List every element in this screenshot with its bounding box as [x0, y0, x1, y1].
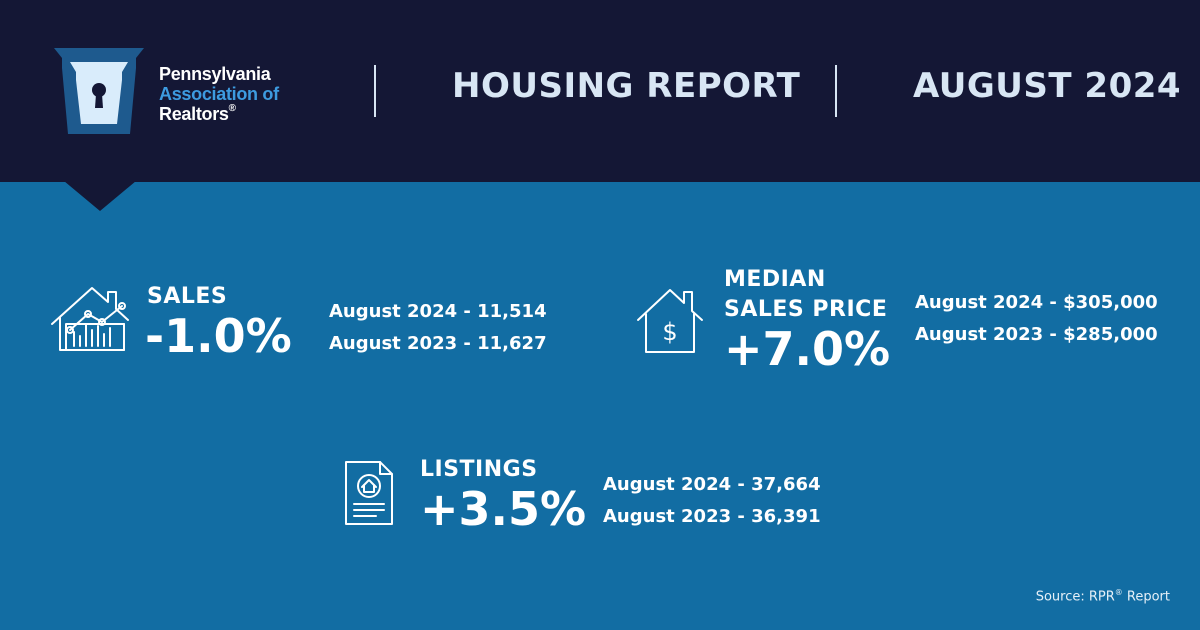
- house-chart-icon: [51, 287, 129, 351]
- house-dollar-icon: $: [637, 289, 703, 353]
- header-pointer: [64, 181, 136, 211]
- logo-line-2: Association of: [159, 84, 279, 104]
- sales-label: SALES: [147, 284, 228, 309]
- median-price-change: +7.0%: [724, 322, 891, 376]
- logo-wordmark: Pennsylvania Association of Realtors®: [159, 64, 279, 124]
- svg-text:$: $: [662, 318, 677, 346]
- sales-previous: August 2023 - 11,627: [329, 333, 547, 354]
- median-price-label-line-1: MEDIAN: [724, 267, 826, 292]
- logo-registered-mark: ®: [228, 103, 236, 114]
- listings-previous: August 2023 - 36,391: [603, 506, 821, 527]
- report-title: HOUSING REPORT: [452, 66, 801, 106]
- listing-document-icon: [345, 461, 393, 525]
- header-bar: Pennsylvania Association of Realtors® HO…: [0, 0, 1200, 182]
- listings-label: LISTINGS: [420, 457, 538, 482]
- sales-current: August 2024 - 11,514: [329, 301, 547, 322]
- report-period: AUGUST 2024: [913, 66, 1182, 106]
- median-price-label-line-2: SALES PRICE: [724, 297, 888, 322]
- source-text-before: Source: RPR: [1035, 589, 1115, 605]
- logo-line-3-text: Realtors: [159, 104, 229, 124]
- header-divider-2: [835, 65, 837, 117]
- source-text-after: Report: [1122, 589, 1170, 605]
- source-note: Source: RPR® Report: [1036, 588, 1170, 604]
- listings-current: August 2024 - 37,664: [603, 474, 821, 495]
- median-price-previous: August 2023 - $285,000: [915, 324, 1158, 345]
- logo-line-1: Pennsylvania: [159, 64, 271, 84]
- logo-line-3: Realtors®: [159, 103, 279, 125]
- source-registered-mark: ®: [1114, 588, 1123, 597]
- sales-change: -1.0%: [145, 309, 292, 363]
- header-divider-1: [374, 65, 376, 117]
- keystone-logo-icon: [54, 48, 144, 134]
- median-price-current: August 2024 - $305,000: [915, 292, 1158, 313]
- listings-change: +3.5%: [420, 482, 587, 536]
